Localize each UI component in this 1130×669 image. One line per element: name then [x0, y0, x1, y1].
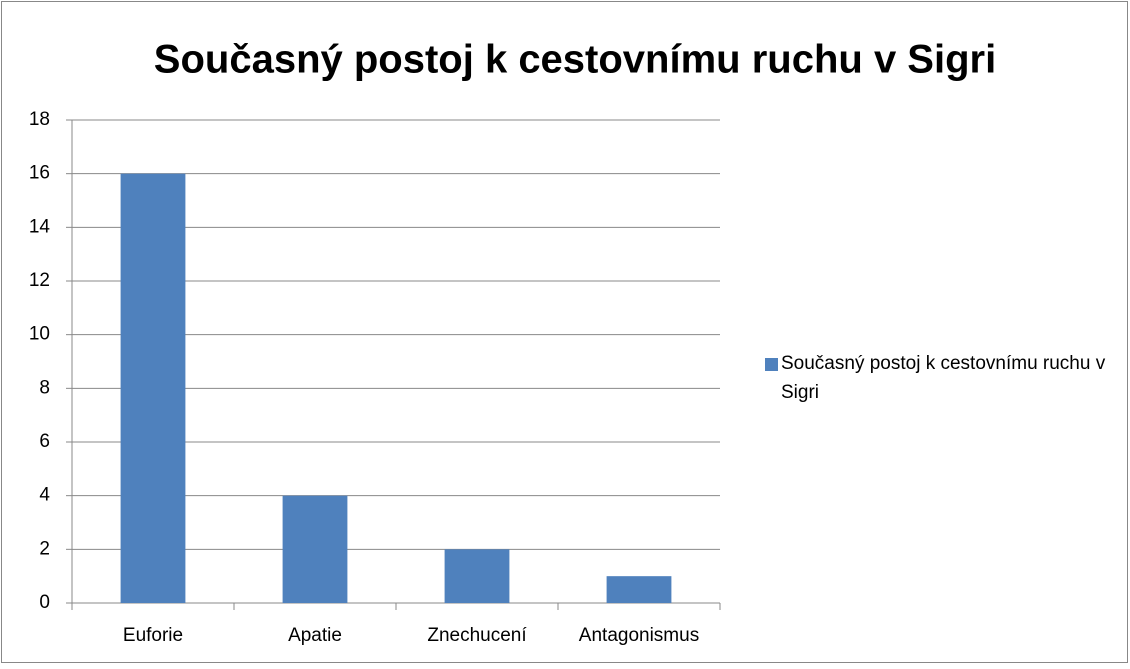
x-tick-label: Apatie [288, 625, 342, 646]
chart-title: Současný postoj k cestovnímu ruchu v Sig… [154, 38, 996, 82]
y-tick-label: 14 [29, 216, 51, 237]
y-tick-label: 4 [39, 485, 50, 506]
y-tick-label: 6 [39, 431, 50, 452]
legend-label: Současný postoj k cestovnímu ruchu v Sig… [781, 353, 1106, 403]
x-tick-label: Euforie [123, 625, 183, 646]
legend-entry: Současný postoj k cestovnímu ruchu v Sig… [781, 353, 1106, 403]
y-tick-label: 16 [29, 163, 50, 184]
y-tick-label: 12 [29, 270, 50, 291]
legend-swatch [765, 358, 778, 371]
bar [606, 576, 672, 603]
x-tick-label: Znechucení [427, 625, 527, 646]
bar [282, 495, 348, 603]
bar [444, 549, 510, 603]
x-tick-label: Antagonismus [579, 625, 699, 646]
y-tick-label: 10 [29, 324, 50, 345]
y-tick-label: 0 [39, 592, 50, 613]
bar [120, 173, 186, 603]
y-tick-label: 18 [29, 109, 50, 130]
y-tick-label: 2 [39, 538, 50, 559]
y-tick-label: 8 [39, 377, 50, 398]
